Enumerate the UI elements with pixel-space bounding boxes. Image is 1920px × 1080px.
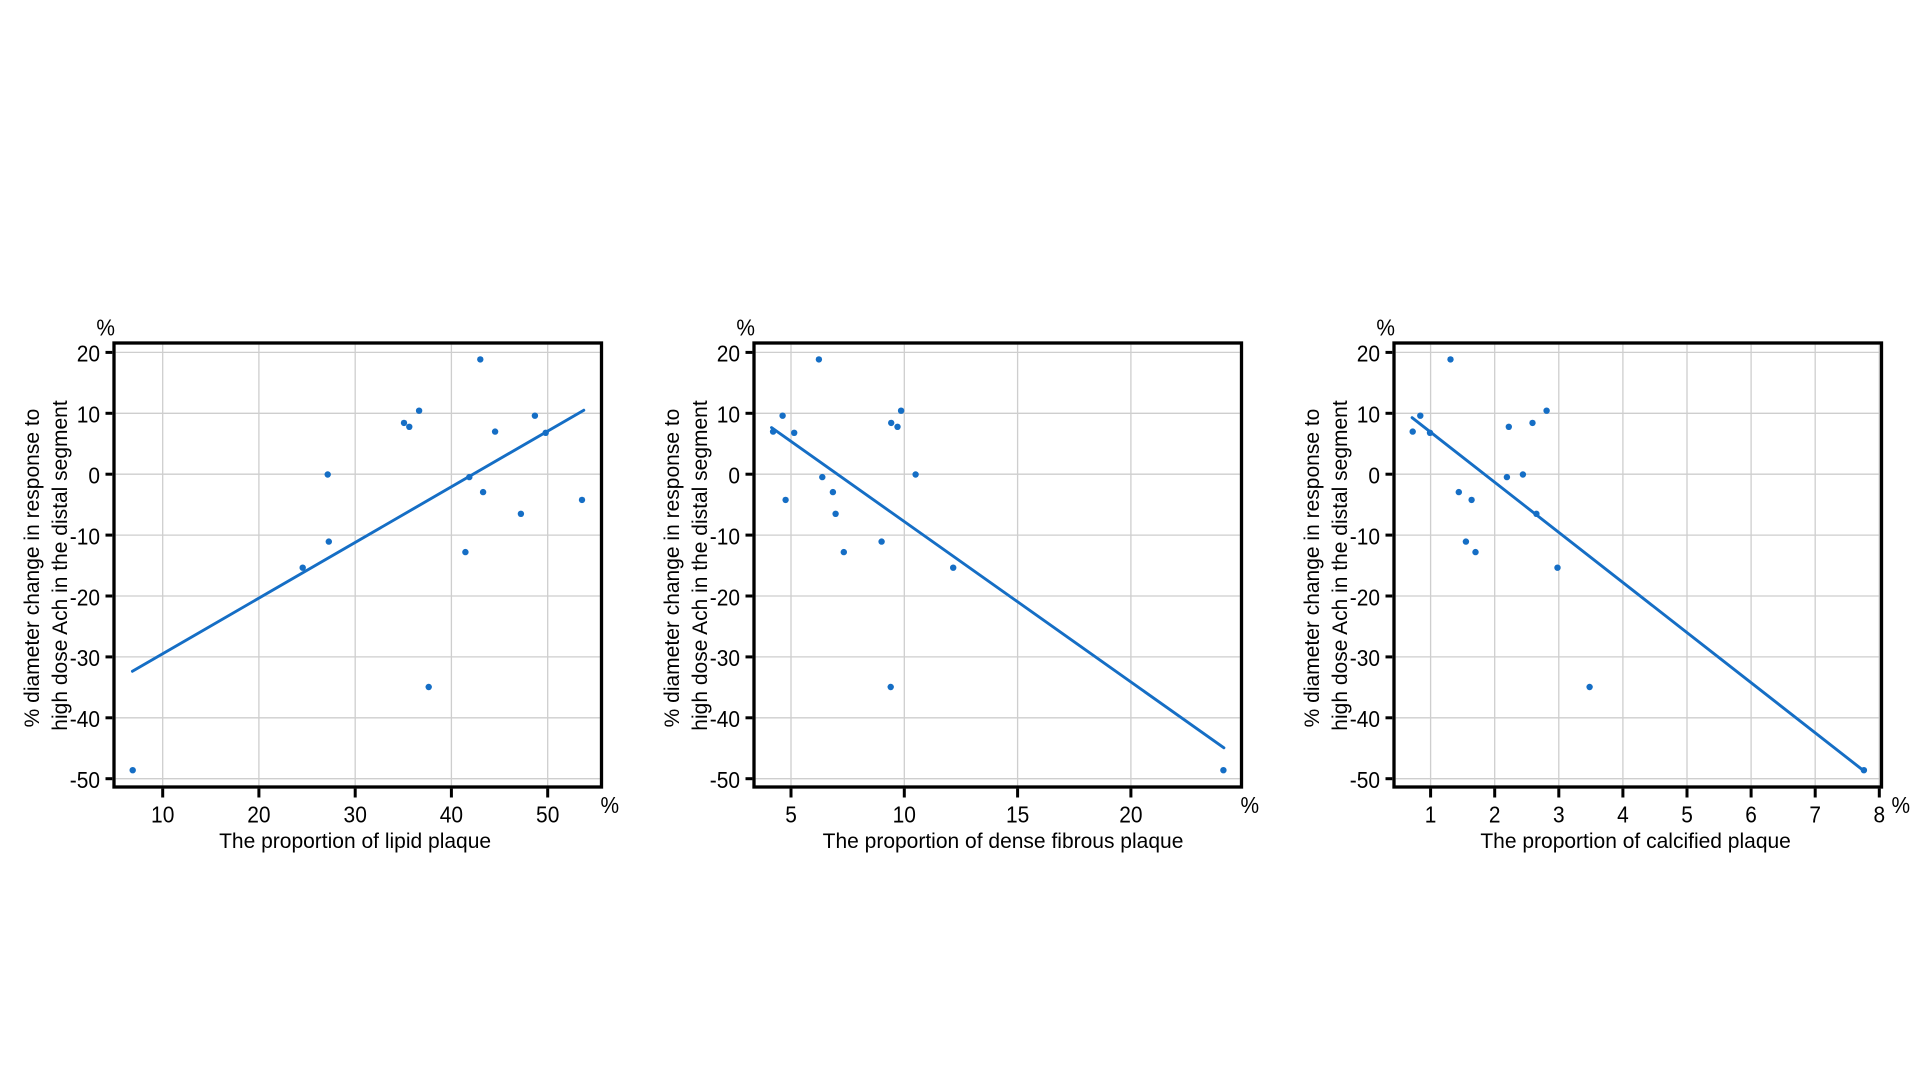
- svg-text:20: 20: [717, 341, 740, 367]
- svg-text:10: 10: [151, 802, 174, 828]
- svg-text:high dose Ach in the distal se: high dose Ach in the distal segment: [689, 400, 712, 731]
- svg-text:1: 1: [1425, 802, 1437, 828]
- svg-text:6: 6: [1745, 802, 1757, 828]
- svg-text:0: 0: [88, 463, 100, 489]
- svg-text:3: 3: [1553, 802, 1565, 828]
- svg-text:-10: -10: [70, 523, 100, 549]
- svg-text:10: 10: [77, 402, 100, 428]
- svg-text:-20: -20: [710, 584, 740, 610]
- svg-text:%: %: [1376, 315, 1395, 341]
- svg-text:% diameter change in response: % diameter change in response to: [1301, 409, 1324, 728]
- svg-text:The proportion of lipid plaque: The proportion of lipid plaque: [219, 830, 491, 853]
- svg-text:20: 20: [247, 802, 270, 828]
- svg-text:20: 20: [77, 341, 100, 367]
- svg-text:5: 5: [785, 802, 797, 828]
- svg-text:%: %: [736, 315, 755, 341]
- svg-text:-50: -50: [70, 767, 100, 793]
- svg-text:30: 30: [344, 802, 367, 828]
- svg-text:-40: -40: [710, 706, 740, 732]
- svg-text:% diameter change in response: % diameter change in response to: [21, 409, 44, 728]
- svg-text:15: 15: [1006, 802, 1029, 828]
- svg-text:0: 0: [1368, 463, 1380, 489]
- svg-text:The proportion of dense fibrou: The proportion of dense fibrous plaque: [823, 830, 1184, 853]
- svg-text:40: 40: [440, 802, 463, 828]
- svg-text:% diameter change in response: % diameter change in response to: [661, 409, 684, 728]
- svg-text:high dose Ach in the distal se: high dose Ach in the distal segment: [49, 400, 72, 731]
- svg-text:high dose Ach in the distal se: high dose Ach in the distal segment: [1329, 400, 1352, 731]
- svg-text:10: 10: [893, 802, 916, 828]
- svg-text:-50: -50: [1350, 767, 1380, 793]
- svg-text:-20: -20: [70, 584, 100, 610]
- svg-text:%: %: [96, 315, 115, 341]
- svg-text:-50: -50: [710, 767, 740, 793]
- svg-text:2: 2: [1489, 802, 1501, 828]
- svg-text:%: %: [1241, 792, 1260, 818]
- svg-text:4: 4: [1617, 802, 1629, 828]
- svg-text:-30: -30: [1350, 645, 1380, 671]
- svg-text:-40: -40: [70, 706, 100, 732]
- svg-text:-10: -10: [710, 523, 740, 549]
- svg-text:-30: -30: [70, 645, 100, 671]
- svg-text:20: 20: [1357, 341, 1380, 367]
- svg-text:0: 0: [728, 463, 740, 489]
- svg-text:-30: -30: [710, 645, 740, 671]
- svg-text:8: 8: [1874, 802, 1886, 828]
- svg-text:7: 7: [1809, 802, 1821, 828]
- svg-text:20: 20: [1119, 802, 1142, 828]
- svg-text:%: %: [1892, 792, 1911, 818]
- svg-text:-20: -20: [1350, 584, 1380, 610]
- svg-text:10: 10: [717, 402, 740, 428]
- svg-text:5: 5: [1681, 802, 1693, 828]
- svg-text:%: %: [601, 792, 620, 818]
- svg-text:10: 10: [1357, 402, 1380, 428]
- svg-text:-10: -10: [1350, 523, 1380, 549]
- svg-text:The proportion of calcified pl: The proportion of calcified plaque: [1480, 830, 1791, 853]
- svg-text:-40: -40: [1350, 706, 1380, 732]
- svg-text:50: 50: [536, 802, 559, 828]
